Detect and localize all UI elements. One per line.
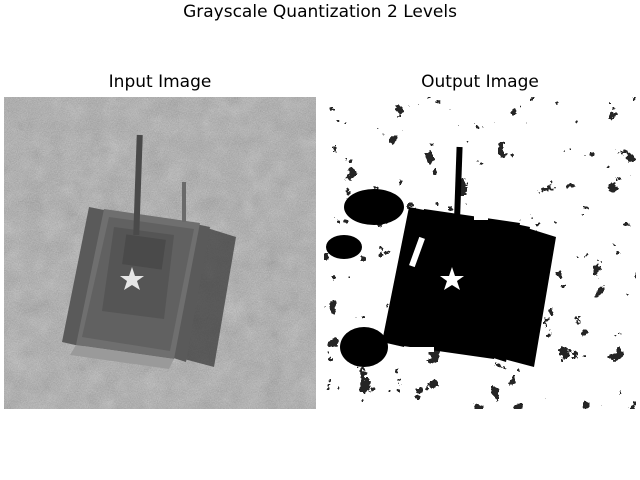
input-image bbox=[4, 97, 316, 409]
figure-title: Grayscale Quantization 2 Levels bbox=[183, 2, 457, 22]
input-image-title: Input Image bbox=[108, 72, 212, 92]
output-image bbox=[324, 97, 636, 409]
output-image-title: Output Image bbox=[421, 72, 539, 92]
